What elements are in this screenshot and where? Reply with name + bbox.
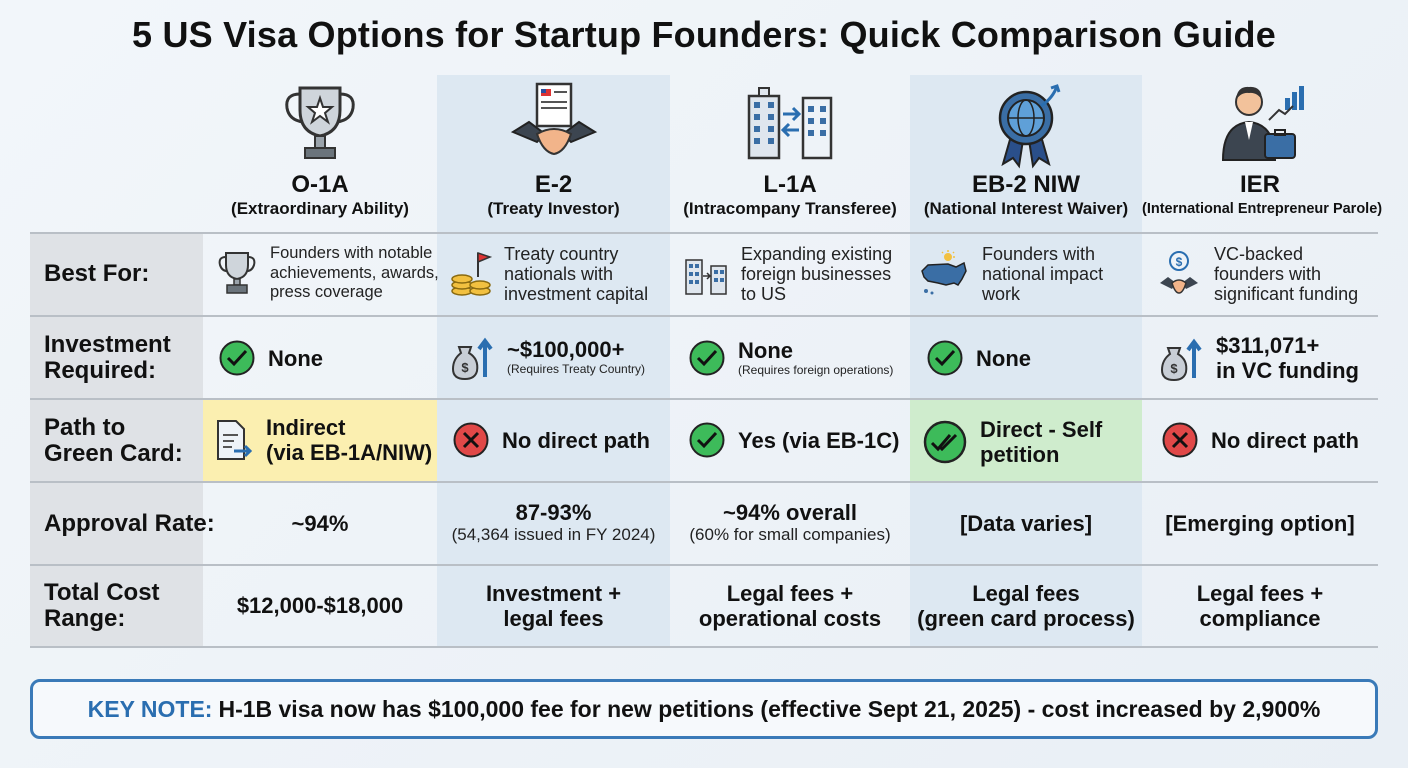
cost-ier: Legal fees + compliance	[1196, 581, 1324, 631]
visa-name: O-1A	[291, 171, 349, 198]
best-for-o1a: Founders with notable achievements, award…	[216, 244, 439, 303]
best-for-ier: $ VC-backed founders with significant fund…	[1156, 244, 1358, 304]
approval-l1a: ~94% overall (60% for small companies)	[689, 500, 891, 544]
column-header-l1a: L-1A (Intracompany Transferee)	[670, 80, 910, 220]
path-eb2niw: Direct - Self petition	[922, 417, 1102, 467]
best-for-eb2niw: Founders with national impact work	[918, 244, 1103, 304]
investment-eb2niw: None	[926, 339, 1031, 377]
label-column-bg	[30, 232, 203, 647]
double-check-icon	[923, 420, 967, 464]
visa-subtitle: (Intracompany Transferee)	[683, 199, 897, 218]
buildings-transfer-icon	[747, 87, 833, 160]
divider	[30, 232, 1378, 234]
divider	[30, 481, 1378, 483]
visa-name: IER	[1239, 171, 1280, 198]
column-header-o1a: O-1A (Extraordinary Ability)	[203, 80, 437, 220]
cost-l1a: Legal fees + operational costs	[698, 581, 882, 631]
investment-l1a: None (Requires foreign operations)	[688, 338, 893, 378]
row-label-approval: Approval Rate:	[44, 510, 215, 537]
money-bag-arrow-icon: $	[451, 337, 493, 381]
cost-e2: Investment + legal fees	[485, 581, 622, 631]
visa-subtitle: (Treaty Investor)	[487, 199, 620, 218]
us-map-icon	[921, 250, 967, 295]
row-label-cost: Total Cost Range:	[44, 579, 160, 632]
cost-eb2niw: Legal fees (green card process)	[917, 581, 1135, 631]
visa-name: L-1A	[763, 171, 817, 198]
key-note-text: H-1B visa now has $100,000 fee for new p…	[218, 695, 1321, 722]
visa-name: EB-2 NIW	[972, 171, 1080, 198]
visa-subtitle: (Extraordinary Ability)	[231, 199, 409, 218]
divider	[30, 398, 1378, 400]
globe-badge-icon	[998, 84, 1061, 169]
path-l1a: Yes (via EB-1C)	[688, 421, 899, 459]
visa-name: E-2	[534, 171, 573, 198]
investment-e2: $ ~$100,000+ (Requires Treaty Country)	[447, 333, 645, 381]
cross-icon	[453, 422, 489, 458]
trophy-icon	[285, 86, 355, 159]
best-for-e2: Treaty country nationals with investment c…	[450, 244, 648, 304]
column-header-eb2niw: EB-2 NIW (National Interest Waiver)	[910, 80, 1142, 220]
cross-icon	[1162, 422, 1198, 458]
divider	[30, 564, 1378, 566]
svg-text:$: $	[1176, 255, 1183, 269]
investment-ier: $ $311,071+ in VC funding	[1156, 333, 1359, 383]
trophy-icon	[218, 252, 256, 294]
check-icon	[219, 340, 255, 376]
divider	[30, 315, 1378, 317]
check-icon	[689, 340, 725, 376]
path-o1a: Indirect (via EB-1A/NIW)	[214, 415, 432, 465]
investment-o1a: None	[218, 339, 323, 377]
coins-flag-icon	[451, 251, 492, 296]
path-e2: No direct path	[452, 421, 650, 459]
buildings-icon	[685, 259, 727, 295]
visa-subtitle: (National Interest Waiver)	[923, 199, 1129, 218]
money-bag-arrow-icon: $	[1160, 338, 1202, 382]
cost-o1a: $12,000-$18,000	[236, 593, 404, 618]
svg-text:$: $	[1170, 361, 1178, 376]
key-note-label: KEY NOTE:	[87, 695, 213, 722]
check-icon	[927, 340, 963, 376]
approval-eb2niw: [Data varies]	[959, 511, 1093, 536]
best-for-l1a: Expanding existing foreign businesses to U…	[683, 244, 892, 304]
approval-o1a: ~94%	[291, 511, 349, 536]
businessman-chart-icon	[1221, 86, 1304, 161]
path-ier: No direct path	[1161, 421, 1359, 459]
approval-e2: 87-93% (54,364 issued in FY 2024)	[451, 500, 656, 544]
column-header-e2: E-2 (Treaty Investor)	[437, 80, 670, 220]
document-arrow-icon	[217, 420, 253, 460]
row-label-investment: Investment Required:	[44, 331, 171, 384]
column-header-ier: IER (International Entrepreneur Parole)	[1142, 80, 1383, 220]
approval-ier: [Emerging option]	[1165, 511, 1355, 536]
check-icon	[689, 422, 725, 458]
handshake-dollar-icon: $	[1160, 251, 1198, 294]
row-label-best-for: Best For:	[44, 260, 150, 287]
visa-subtitle: (International Entrepreneur Parole)	[1142, 201, 1383, 217]
key-note-box: KEY NOTE: H-1B visa now has $100,000 fee…	[30, 679, 1378, 739]
svg-text:$: $	[461, 360, 469, 375]
page-title: 5 US Visa Options for Startup Founders: …	[132, 14, 1276, 55]
row-label-path: Path to Green Card:	[44, 414, 183, 467]
divider	[30, 646, 1378, 648]
handshake-contract-icon	[510, 82, 597, 156]
